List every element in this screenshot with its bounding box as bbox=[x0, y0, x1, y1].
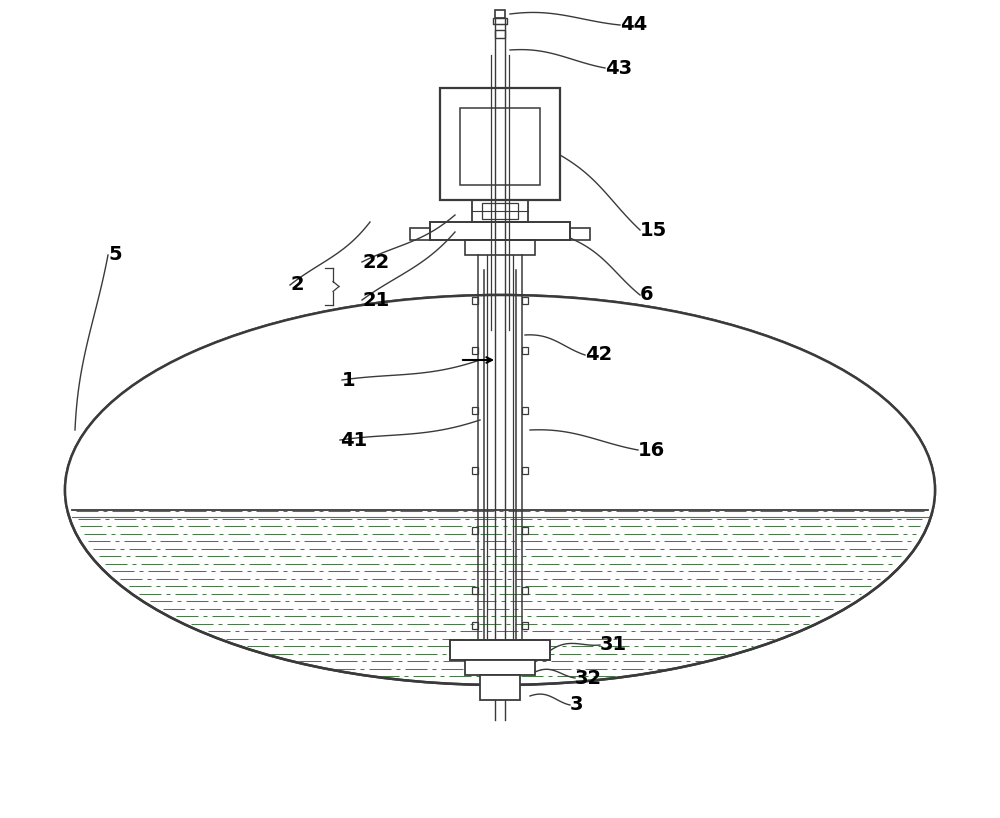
Bar bbox=[522, 622, 528, 629]
Text: 41: 41 bbox=[340, 430, 367, 450]
Text: 42: 42 bbox=[585, 345, 612, 365]
Ellipse shape bbox=[65, 295, 935, 685]
Bar bbox=[522, 527, 528, 534]
Text: 43: 43 bbox=[605, 59, 632, 78]
Text: 6: 6 bbox=[640, 285, 654, 304]
Bar bbox=[460, 108, 540, 185]
Text: 31: 31 bbox=[600, 636, 627, 654]
Text: 15: 15 bbox=[640, 221, 667, 240]
Bar bbox=[495, 30, 505, 38]
Bar bbox=[472, 527, 478, 534]
Bar bbox=[493, 18, 507, 24]
Bar bbox=[472, 622, 478, 629]
Bar bbox=[472, 297, 478, 304]
Text: 3: 3 bbox=[570, 695, 584, 714]
Bar bbox=[472, 347, 478, 354]
Text: 32: 32 bbox=[575, 668, 602, 687]
Bar bbox=[472, 587, 478, 594]
Text: 44: 44 bbox=[620, 16, 647, 34]
Bar bbox=[472, 200, 528, 222]
Bar bbox=[450, 640, 550, 660]
Bar bbox=[465, 240, 535, 255]
Bar bbox=[522, 587, 528, 594]
Bar bbox=[522, 407, 528, 414]
Bar bbox=[472, 407, 478, 414]
Text: 2: 2 bbox=[290, 276, 304, 294]
Bar bbox=[440, 88, 560, 200]
Bar bbox=[465, 660, 535, 675]
Bar bbox=[482, 203, 518, 219]
Bar bbox=[430, 222, 570, 240]
Bar bbox=[472, 467, 478, 474]
Text: 16: 16 bbox=[638, 441, 665, 460]
Text: 5: 5 bbox=[108, 245, 122, 264]
Text: 22: 22 bbox=[362, 253, 389, 272]
Text: 1: 1 bbox=[342, 371, 356, 389]
Text: 21: 21 bbox=[362, 290, 389, 309]
Polygon shape bbox=[65, 295, 935, 510]
Bar bbox=[480, 675, 520, 700]
Bar bbox=[570, 228, 590, 240]
Bar bbox=[495, 10, 505, 18]
Bar bbox=[522, 467, 528, 474]
Bar bbox=[522, 347, 528, 354]
Bar bbox=[410, 228, 430, 240]
Bar bbox=[522, 297, 528, 304]
